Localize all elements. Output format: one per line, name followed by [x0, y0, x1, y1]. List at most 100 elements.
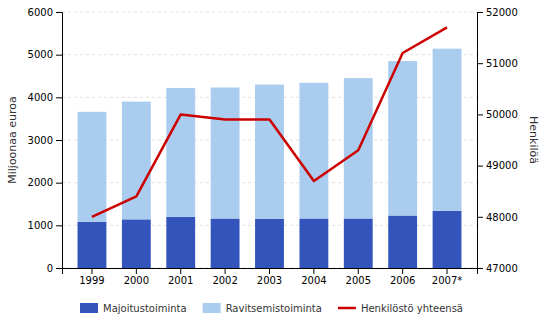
tick-label: 2006	[390, 275, 415, 286]
tick-mark	[477, 166, 483, 167]
bar	[166, 217, 195, 268]
y2-axis-title: Henkilöä	[527, 116, 540, 164]
tick-label: 2000	[124, 275, 149, 286]
tick-label: 1000	[28, 220, 53, 231]
bar	[433, 49, 462, 211]
tick-label: 51000	[486, 58, 518, 69]
bar	[299, 219, 328, 268]
bar	[433, 211, 462, 268]
tick: 2003	[257, 268, 282, 286]
grid-line	[62, 12, 477, 13]
axis-line	[63, 269, 478, 275]
tick: 5000	[28, 49, 62, 60]
x-axis: 1999 2000 2001 2002 2003 2004 2005 2006 2007*	[63, 268, 478, 286]
bar	[388, 216, 417, 268]
tick: 52000	[477, 7, 518, 18]
tick: 49000	[477, 160, 518, 171]
tick: 50000	[477, 109, 518, 120]
legend-label: Henkilöstö yhteensä	[361, 303, 463, 314]
bar-series	[78, 211, 462, 268]
tick-label: 2005	[346, 275, 371, 286]
tick: 2000	[28, 177, 62, 188]
y2-axis: 47000 48000 49000 50000 51000 52000	[477, 7, 518, 274]
legend-item: Ravitsemistoiminta	[203, 303, 322, 314]
axis-line	[478, 13, 484, 269]
tick-mark	[477, 268, 483, 269]
bar	[255, 85, 284, 219]
tick-label: 49000	[486, 160, 518, 171]
tick-mark	[56, 140, 62, 141]
tick-mark	[358, 268, 359, 274]
tick-mark	[56, 97, 62, 98]
tick-mark	[269, 268, 270, 274]
tick-label: 52000	[486, 7, 518, 18]
bar	[78, 112, 107, 222]
bar	[122, 219, 151, 268]
tick-label: 47000	[486, 263, 518, 274]
tick-label: 4000	[28, 92, 53, 103]
chart: 1999 2000 2001 2002 2003 2004 2005 2006 2007* 0 10…	[0, 0, 543, 320]
tick-label: 2000	[28, 177, 53, 188]
legend-item: Majoitustoiminta	[80, 303, 187, 314]
tick-label: 2007*	[432, 275, 462, 286]
tick-label: 1999	[79, 275, 104, 286]
tick-mark	[477, 63, 483, 64]
tick: 2000	[124, 268, 149, 286]
tick: 0	[47, 263, 62, 274]
bar	[299, 83, 328, 219]
grid-line	[62, 54, 477, 55]
bar	[255, 219, 284, 268]
tick: 2006	[390, 268, 415, 286]
tick-mark	[447, 268, 448, 274]
tick-label: 48000	[486, 212, 518, 223]
bar	[344, 219, 373, 268]
tick: 6000	[28, 7, 62, 18]
tick-mark	[225, 268, 226, 274]
tick-mark	[136, 268, 137, 274]
line	[92, 27, 447, 216]
tick-mark	[180, 268, 181, 274]
tick: 2002	[212, 268, 237, 286]
tick-label: 50000	[486, 109, 518, 120]
tick: 3000	[28, 135, 62, 146]
legend-swatch	[203, 303, 221, 313]
tick-label: 2003	[257, 275, 282, 286]
bar	[211, 219, 240, 268]
legend: Majoitustoiminta Ravitsemistoiminta Henkil…	[80, 303, 463, 314]
tick-label: 5000	[28, 49, 53, 60]
tick: 2001	[168, 268, 193, 286]
tick-mark	[477, 217, 483, 218]
tick-label: 2002	[212, 275, 237, 286]
tick: 2005	[346, 268, 371, 286]
legend-label: Ravitsemistoiminta	[226, 303, 322, 314]
y-axis-title: Miljoonaa euroa	[6, 96, 19, 184]
bar	[211, 88, 240, 219]
bar	[166, 88, 195, 217]
grid	[62, 12, 477, 268]
tick-mark	[56, 268, 62, 269]
tick-label: 3000	[28, 135, 53, 146]
tick-mark	[477, 12, 483, 13]
tick-label: 6000	[28, 7, 53, 18]
tick: 48000	[477, 212, 518, 223]
tick-mark	[56, 183, 62, 184]
tick-mark	[56, 12, 62, 13]
plot-area	[78, 27, 462, 268]
tick: 47000	[477, 263, 518, 274]
legend-item: Henkilöstö yhteensä	[338, 303, 463, 314]
tick-label: 2001	[168, 275, 193, 286]
tick-mark	[91, 268, 92, 274]
tick-mark	[313, 268, 314, 274]
legend-label: Majoitustoiminta	[103, 303, 187, 314]
tick-label: 0	[47, 263, 53, 274]
tick: 2004	[301, 268, 326, 286]
tick-mark	[402, 268, 403, 274]
tick-label: 2004	[301, 275, 326, 286]
bar	[78, 222, 107, 268]
tick: 2007*	[432, 268, 462, 286]
tick: 51000	[477, 58, 518, 69]
legend-swatch	[338, 307, 356, 310]
axis-line	[56, 13, 63, 269]
bar	[388, 61, 417, 215]
tick-mark	[477, 114, 483, 115]
